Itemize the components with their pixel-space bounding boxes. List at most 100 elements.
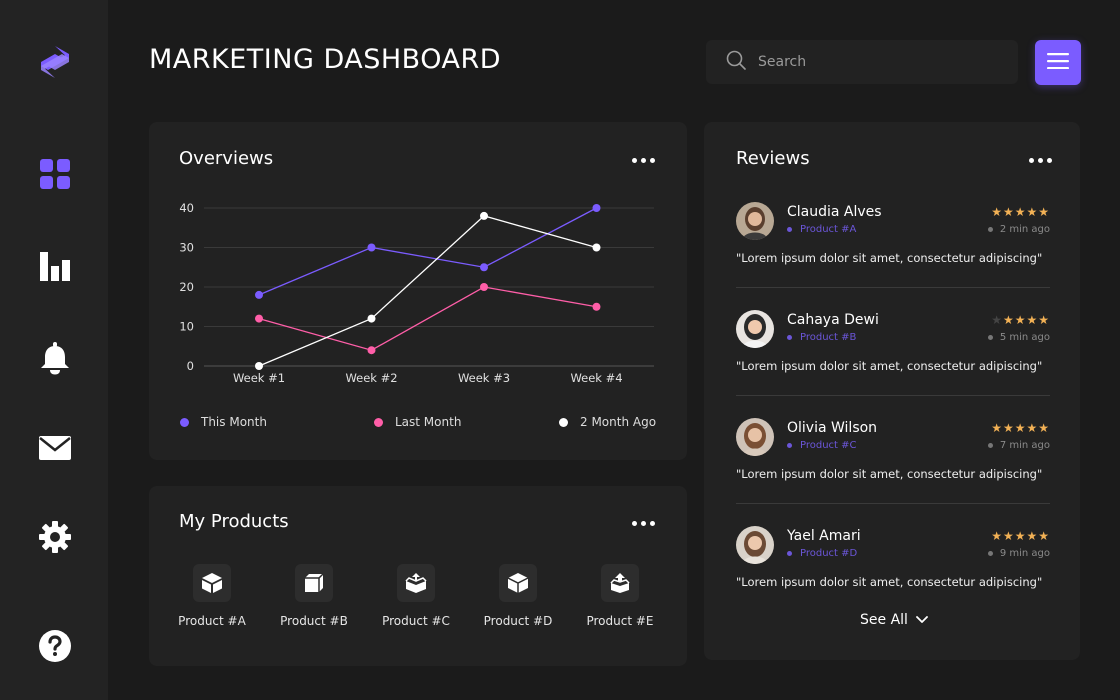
overview-chart: 0 10 20 30 40 Week #1 Week #2 Week #3 Week #4 <box>179 201 654 385</box>
data-point <box>367 314 376 323</box>
legend-2-month-ago: 2 Month Ago <box>559 415 656 429</box>
mail-icon[interactable] <box>38 431 72 465</box>
reviews-title: Reviews <box>736 148 810 169</box>
sidebar <box>0 0 108 700</box>
see-all-label: See All <box>860 612 908 628</box>
review-product[interactable]: Product #A <box>787 224 856 235</box>
product-item[interactable]: Product #E <box>575 564 665 628</box>
clock-icon <box>987 551 993 556</box>
data-point <box>592 204 601 212</box>
divider <box>736 503 1050 504</box>
review-time: 9 min ago <box>987 548 1050 559</box>
review-time-label: 5 min ago <box>999 332 1050 343</box>
legend-dot-last-month <box>374 417 383 427</box>
overview-card <box>149 122 687 460</box>
data-point <box>367 243 376 252</box>
box-arrow-icon[interactable] <box>601 564 639 602</box>
product-label: Product #D <box>483 614 553 628</box>
divider <box>736 395 1050 396</box>
review-product-label: Product #B <box>800 332 857 343</box>
review-product[interactable]: Product #D <box>787 548 857 559</box>
see-all-button[interactable]: See All <box>860 612 928 628</box>
x-tick-label: Week #4 <box>570 371 622 385</box>
gear-icon[interactable] <box>38 520 72 554</box>
star-rating: ★★★★★ <box>991 313 1050 327</box>
review-time-label: 2 min ago <box>999 224 1050 235</box>
product-label: Product #E <box>586 614 654 628</box>
search-bar[interactable] <box>706 40 1018 84</box>
logo-icon[interactable] <box>38 45 72 79</box>
data-point <box>480 283 488 291</box>
y-tick-label: 30 <box>179 241 194 255</box>
data-point <box>592 302 601 311</box>
review-time: 2 min ago <box>987 224 1050 235</box>
series-line <box>258 286 597 351</box>
data-point <box>480 211 488 220</box>
chevron-down-icon <box>916 616 928 624</box>
review-text: "Lorem ipsum dolor sit amet, consectetur… <box>736 575 1043 589</box>
bell-icon[interactable] <box>38 341 72 375</box>
review-text: "Lorem ipsum dolor sit amet, consectetur… <box>736 251 1043 265</box>
avatar[interactable] <box>736 202 774 240</box>
page-title: MARKETING DASHBOARD <box>149 44 502 75</box>
y-tick-label: 20 <box>179 280 194 294</box>
data-point <box>480 263 488 272</box>
dashboard-grid-icon[interactable] <box>38 157 72 191</box>
reviewer-name: Claudia Alves <box>787 204 882 220</box>
help-icon[interactable] <box>38 629 72 663</box>
data-point <box>255 314 263 323</box>
review-time: 7 min ago <box>987 440 1050 451</box>
x-tick-label: Week #3 <box>458 371 510 385</box>
reviews-more-button[interactable] <box>1027 152 1054 169</box>
star-rating: ★★★★★ <box>991 205 1050 219</box>
data-point <box>367 346 376 355</box>
review-time: 5 min ago <box>987 332 1050 343</box>
legend-this-month: This Month <box>180 415 267 429</box>
avatar[interactable] <box>736 526 774 564</box>
star-rating: ★★★★★ <box>991 421 1050 435</box>
legend-label-this-month: This Month <box>201 415 267 429</box>
product-item[interactable]: Product #D <box>473 564 563 628</box>
product-label: Product #A <box>178 614 246 628</box>
open-box-icon[interactable] <box>397 564 435 602</box>
clock-icon <box>987 335 993 340</box>
products-title: My Products <box>179 511 289 532</box>
x-tick-label: Week #1 <box>233 371 285 385</box>
legend-dot-this-month <box>180 417 189 427</box>
box-icon[interactable] <box>295 564 333 602</box>
divider <box>736 287 1050 288</box>
bar-chart-icon[interactable] <box>38 249 72 283</box>
x-tick-label: Week #2 <box>345 371 397 385</box>
products-more-button[interactable] <box>630 515 657 532</box>
search-input[interactable] <box>758 54 998 70</box>
product-item[interactable]: Product #A <box>167 564 257 628</box>
avatar[interactable] <box>736 310 774 348</box>
legend-dot-2-month-ago <box>559 417 568 427</box>
data-point <box>255 290 263 299</box>
box-icon[interactable] <box>193 564 231 602</box>
review-product[interactable]: Product #C <box>787 440 857 451</box>
avatar[interactable] <box>736 418 774 456</box>
reviewer-name: Cahaya Dewi <box>787 312 879 328</box>
review-product-label: Product #C <box>800 440 857 451</box>
clock-icon <box>987 443 993 448</box>
search-icon <box>726 50 746 74</box>
overview-more-button[interactable] <box>630 152 657 169</box>
legend-label-last-month: Last Month <box>395 415 462 429</box>
review-time-label: 9 min ago <box>999 548 1050 559</box>
data-point <box>255 362 263 370</box>
clock-icon <box>987 227 993 232</box>
y-tick-label: 10 <box>179 320 194 334</box>
y-tick-label: 40 <box>179 201 194 215</box>
review-product[interactable]: Product #B <box>787 332 856 343</box>
product-item[interactable]: Product #C <box>371 564 461 628</box>
product-item[interactable]: Product #B <box>269 564 359 628</box>
dot-icon <box>787 227 792 232</box>
review-text: "Lorem ipsum dolor sit amet, consectetur… <box>736 467 1043 481</box>
box-icon[interactable] <box>499 564 537 602</box>
menu-button[interactable] <box>1035 40 1081 85</box>
star-rating: ★★★★★ <box>991 529 1050 543</box>
reviewer-name: Yael Amari <box>787 528 861 544</box>
dot-icon <box>787 551 792 556</box>
dot-icon <box>787 443 792 448</box>
